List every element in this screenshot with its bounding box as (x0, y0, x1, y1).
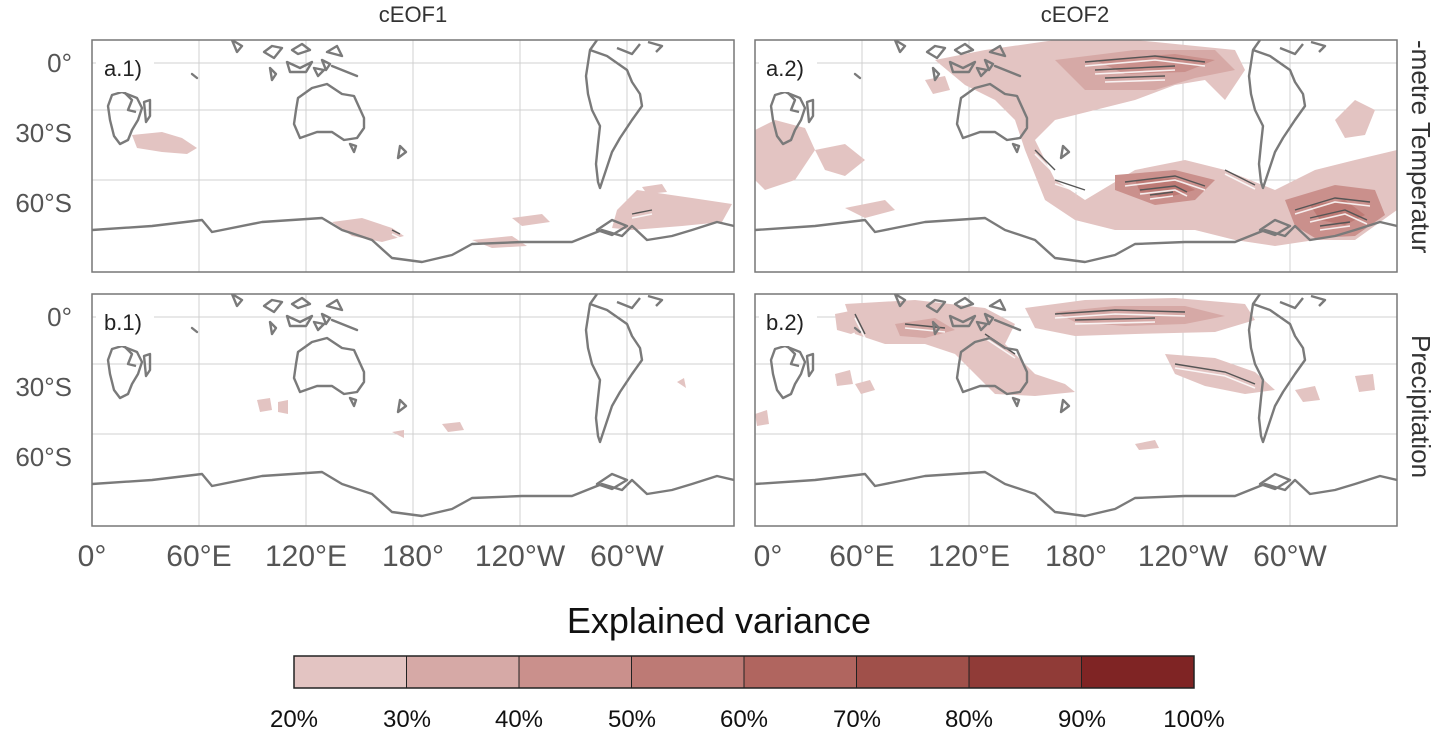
map-panelb1 (92, 294, 734, 526)
lat-label-60s-top: 60°S (2, 188, 72, 219)
lon-label-right-180: 180° (1045, 540, 1107, 574)
lat-label-0-bottom: 0° (2, 302, 72, 333)
lon-label-left-60w: 60°W (590, 540, 664, 574)
lon-label-left-180: 180° (382, 540, 444, 574)
colorbar-tick-30: 30% (383, 706, 431, 734)
colorbar (294, 656, 1194, 688)
lat-label-30s-bottom: 30°S (2, 372, 72, 403)
lat-label-0-top: 0° (2, 48, 72, 79)
colorbar-tick-50: 50% (608, 706, 656, 734)
lat-label-30s-top: 30°S (2, 118, 72, 149)
panel-label-a1: a.1) (104, 56, 142, 82)
lon-label-right-120w: 120°W (1138, 540, 1228, 574)
lon-label-left-120e: 120°E (265, 540, 347, 574)
panel-label-b1: b.1) (104, 310, 142, 336)
lon-label-left-120w: 120°W (475, 540, 565, 574)
colorbar-tick-60: 60% (720, 706, 768, 734)
map-panela1 (92, 40, 734, 272)
panel-label-a2: a.2) (766, 56, 804, 82)
colorbar-title: Explained variance (0, 600, 1438, 642)
lon-label-right-0: 0° (754, 540, 783, 574)
lat-label-60s-bottom: 60°S (2, 442, 72, 473)
lon-label-right-60e: 60°E (829, 540, 894, 574)
lon-label-right-60w: 60°W (1253, 540, 1327, 574)
lon-label-left-0: 0° (78, 540, 107, 574)
colorbar-tick-100: 100% (1163, 706, 1224, 734)
lon-label-right-120e: 120°E (928, 540, 1010, 574)
lon-label-left-60e: 60°E (166, 540, 231, 574)
colorbar-tick-90: 90% (1058, 706, 1106, 734)
panel-label-b2: b.2) (766, 310, 804, 336)
colorbar-tick-20: 20% (270, 706, 318, 734)
map-panela2 (755, 40, 1397, 272)
colorbar-tick-70: 70% (833, 706, 881, 734)
colorbar-tick-80: 80% (945, 706, 993, 734)
colorbar-tick-40: 40% (495, 706, 543, 734)
map-panelb2 (755, 294, 1397, 526)
